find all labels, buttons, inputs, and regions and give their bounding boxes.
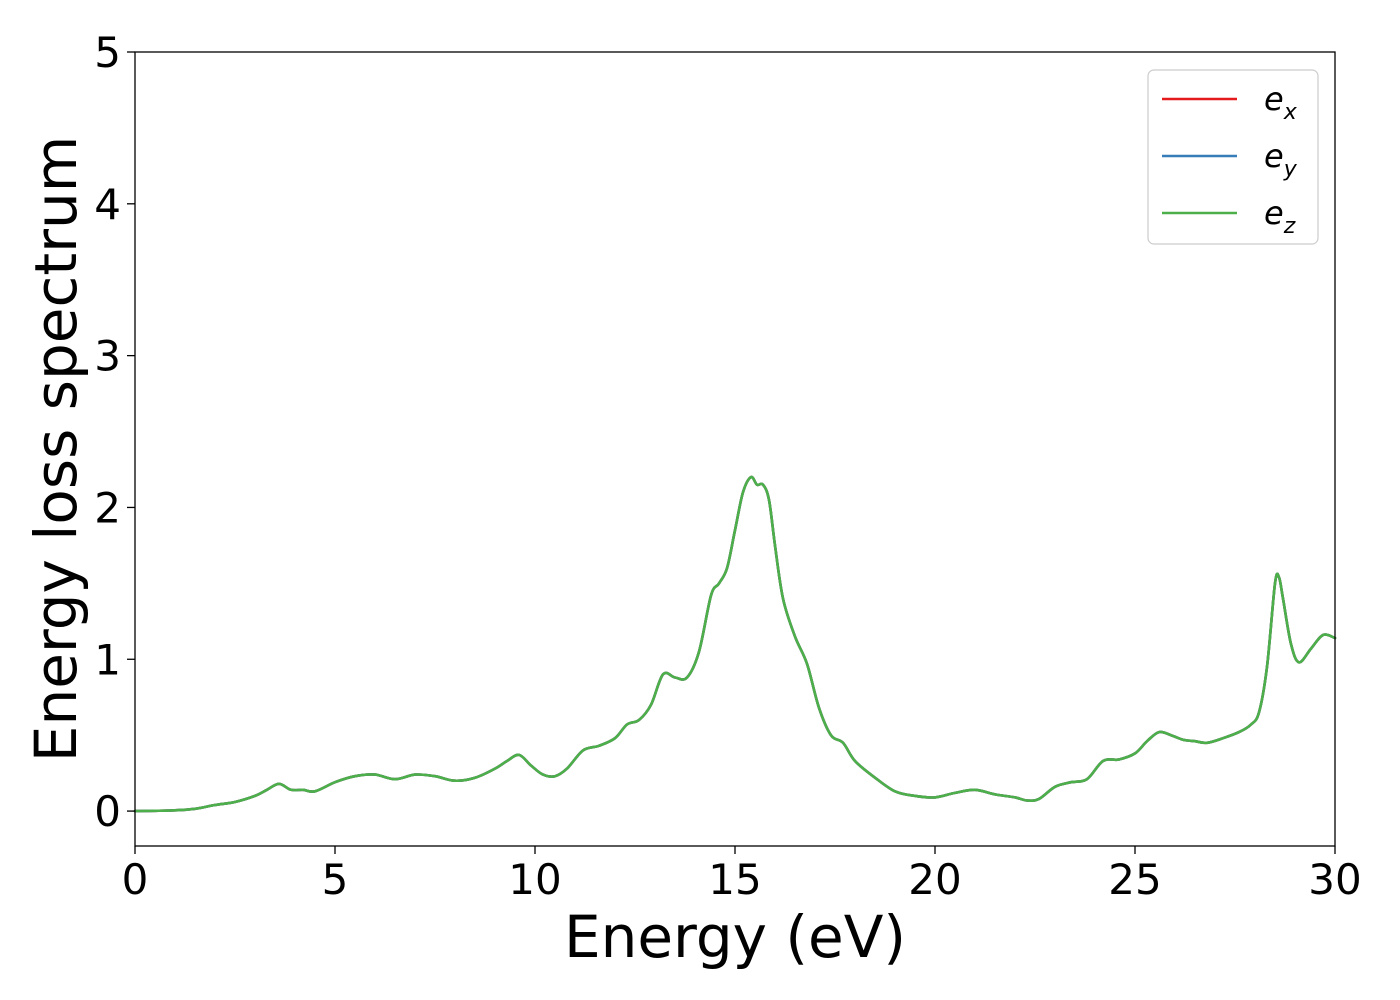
x-tick-label: 25 (1108, 855, 1161, 904)
x-tick-label: 30 (1308, 855, 1361, 904)
legend-label-base: e (1264, 194, 1284, 232)
legend-label-sub: x (1283, 100, 1298, 125)
x-tick-label: 20 (908, 855, 961, 904)
legend-label: ey (1264, 137, 1298, 182)
plot-background (135, 52, 1335, 846)
legend-label: ez (1264, 194, 1296, 239)
legend-label-sub: z (1283, 214, 1296, 239)
y-axis-label: Energy loss spectrum (22, 136, 90, 762)
y-tick-label: 2 (94, 483, 121, 532)
x-tick-label: 10 (508, 855, 561, 904)
y-tick-label: 5 (94, 28, 121, 77)
x-axis: 0 5 10 15 20 25 30 (122, 846, 1362, 904)
y-tick-label: 0 (94, 787, 121, 836)
legend-label-sub: y (1283, 157, 1298, 182)
x-tick-label: 15 (708, 855, 761, 904)
y-axis: 0 1 2 3 4 5 (94, 28, 135, 836)
series-line-e-z (133, 475, 1337, 813)
legend-label-base: e (1264, 80, 1284, 118)
legend-label: ex (1264, 80, 1298, 125)
y-tick-label: 3 (94, 332, 121, 381)
x-tick-label: 5 (322, 855, 349, 904)
x-tick-label: 0 (122, 855, 149, 904)
legend-label-base: e (1264, 137, 1284, 175)
series-layer (133, 475, 1337, 813)
y-tick-label: 4 (94, 180, 121, 229)
x-axis-label: Energy (eV) (564, 903, 906, 971)
y-tick-label: 1 (94, 635, 121, 684)
